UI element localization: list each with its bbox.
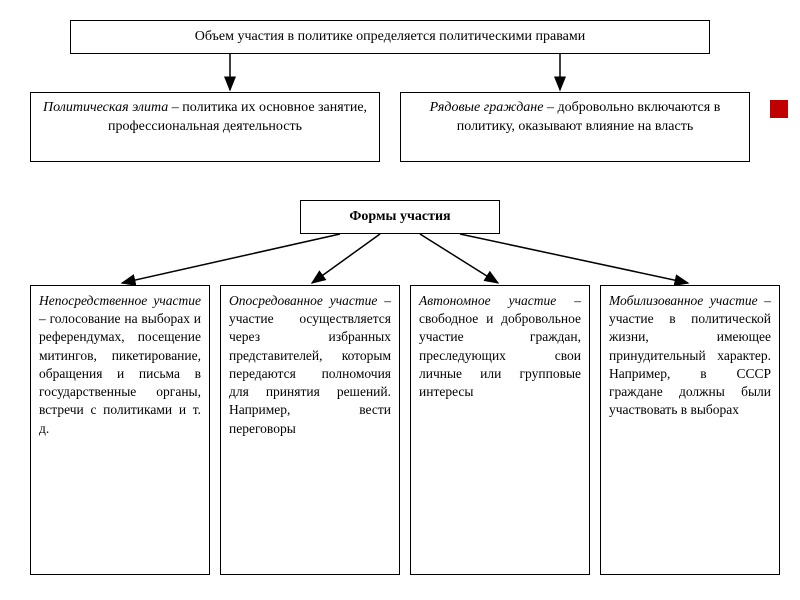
form-1-title: Опосредованное участие <box>229 293 377 308</box>
citizens-title: Рядовые граждане <box>430 100 544 115</box>
form-col-0: Непосредственное участие – голосование н… <box>30 285 210 575</box>
form-col-2: Автономное участие – свободное и доброво… <box>410 285 590 575</box>
form-3-body: – участие в политической жизни, имеющее … <box>609 293 771 417</box>
form-0-body: – голосование на выборах и референдумах,… <box>39 311 201 435</box>
form-col-3: Мобилизованное участие – участие в полит… <box>600 285 780 575</box>
form-col-1: Опосредованное участие – участие осущест… <box>220 285 400 575</box>
arrow-form-3 <box>460 234 688 283</box>
forms-title-box: Формы участия <box>300 200 500 234</box>
form-2-body: – свободное и добровольное участие гражд… <box>419 293 581 399</box>
forms-title-text: Формы участия <box>349 208 450 227</box>
arrow-form-2 <box>420 234 498 283</box>
form-2-title: Автономное участие <box>419 293 556 308</box>
elite-box: Политическая элита – политика их основно… <box>30 92 380 162</box>
form-3-title: Мобилизованное участие <box>609 293 758 308</box>
citizens-box: Рядовые граждане – добровольно включаютс… <box>400 92 750 162</box>
arrow-form-1 <box>312 234 380 283</box>
red-accent-square <box>770 100 788 118</box>
top-title-box: Объем участия в политике определяется по… <box>70 20 710 54</box>
arrow-form-0 <box>122 234 340 283</box>
elite-title: Политическая элита <box>43 100 168 115</box>
top-title-text: Объем участия в политике определяется по… <box>195 28 585 47</box>
form-0-title: Непосредственное участие <box>39 293 201 308</box>
form-1-body: – участие осуществляется через избранных… <box>229 293 391 436</box>
